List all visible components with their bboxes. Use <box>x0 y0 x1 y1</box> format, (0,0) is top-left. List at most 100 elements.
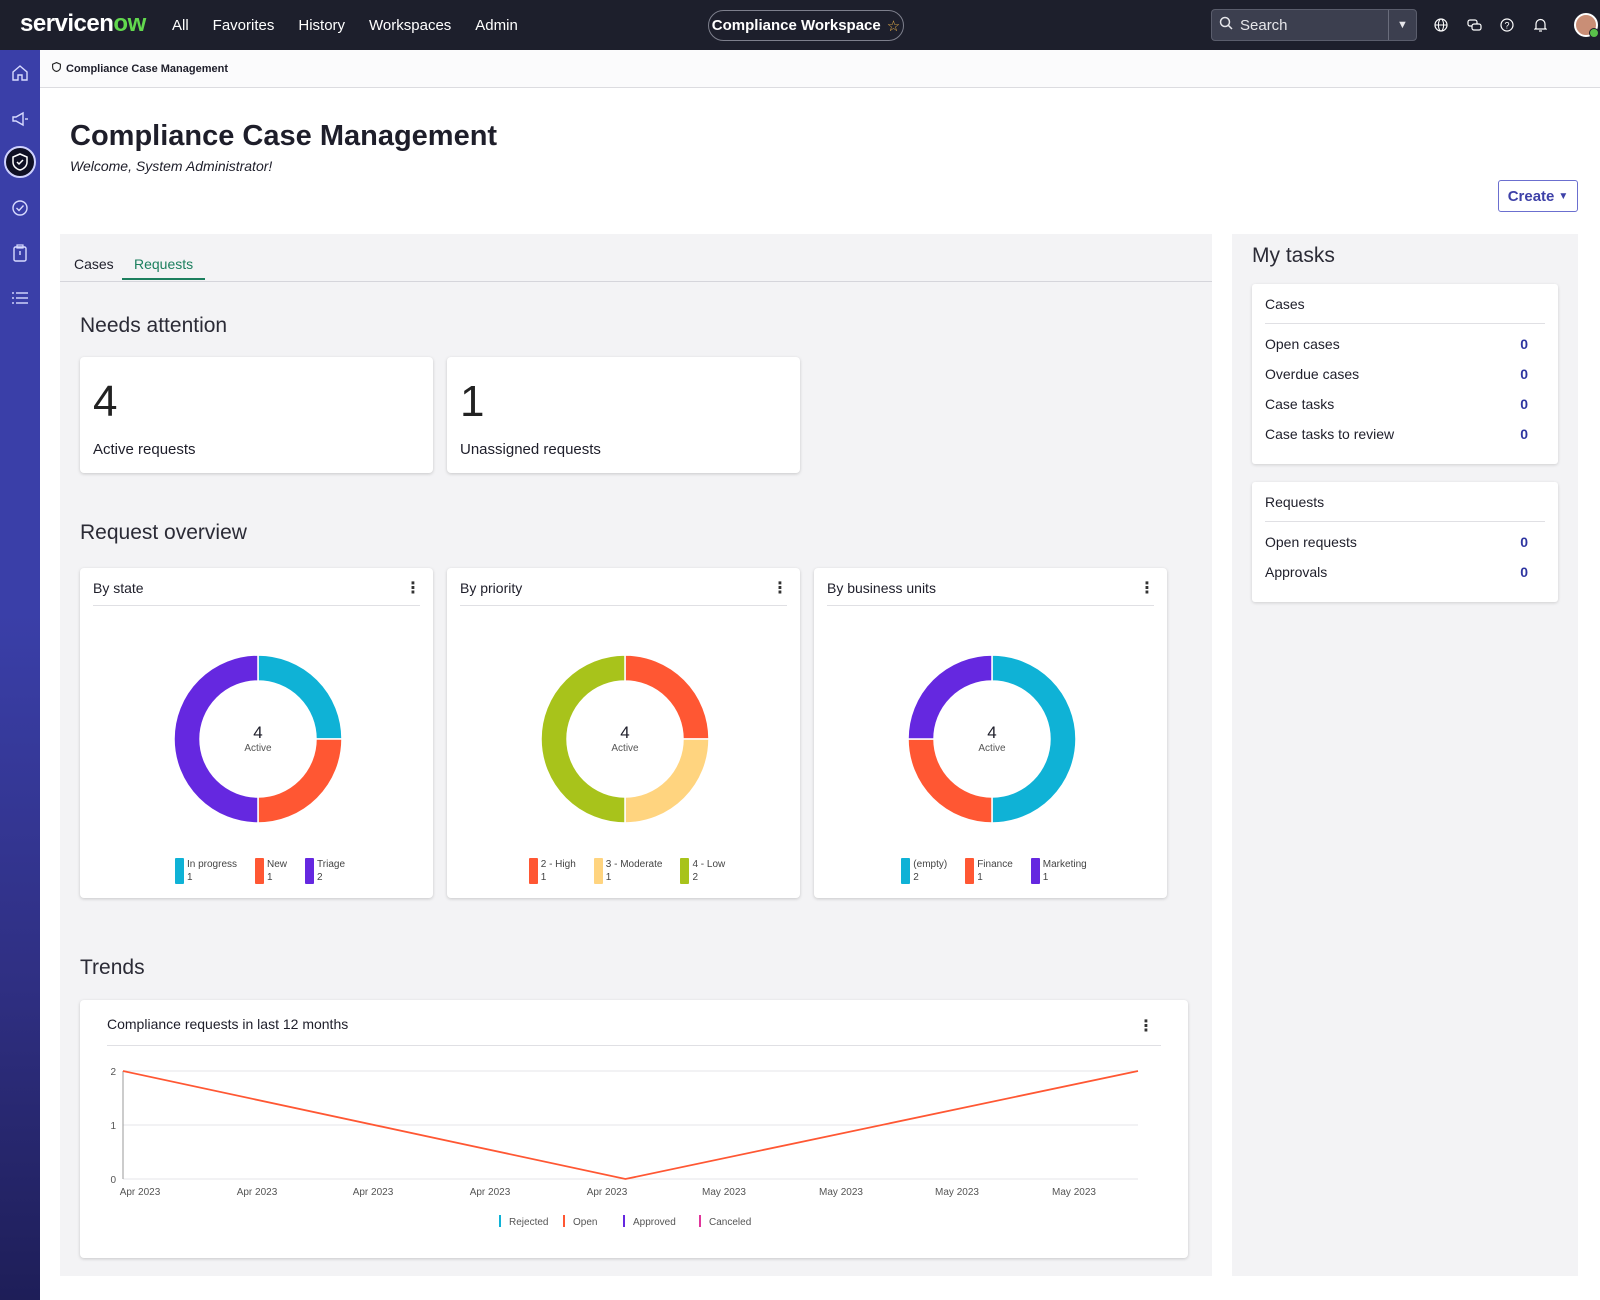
by-state-chart-card: By state ⋮ 4 Active In progress 1 New 1 Tria… <box>80 568 433 898</box>
check-circle-icon[interactable] <box>5 193 35 223</box>
workspace-pill[interactable]: Compliance Workspace ☆ <box>708 10 904 41</box>
kebab-menu-icon[interactable]: ⋮ <box>1138 1018 1154 1035</box>
legend-item[interactable]: In progress 1 <box>174 858 237 884</box>
servicenow-logo[interactable]: servicenow <box>20 10 146 38</box>
bell-icon[interactable] <box>1530 15 1550 35</box>
legend-label[interactable]: Open <box>573 1217 597 1228</box>
legend-item[interactable]: (empty) 2 <box>901 858 947 884</box>
main-panel: Cases Requests Needs attention 4 Active … <box>60 234 1212 1276</box>
megaphone-icon[interactable] <box>5 104 35 134</box>
breadcrumb: Compliance Case Management <box>40 50 1600 88</box>
task-count[interactable]: 0 <box>1520 366 1528 382</box>
task-row[interactable]: Open requests 0 <box>1265 534 1528 554</box>
kebab-menu-icon[interactable]: ⋮ <box>1139 580 1155 597</box>
legend-value: 1 <box>1042 872 1049 883</box>
tab-requests[interactable]: Requests <box>122 256 206 280</box>
legend-item[interactable]: 3 - Moderate 1 <box>593 858 663 884</box>
active-requests-card[interactable]: 4 Active requests <box>80 357 433 473</box>
legend-swatch <box>174 858 184 884</box>
globe-icon[interactable] <box>1431 15 1451 35</box>
legend-item[interactable]: 4 - Low 2 <box>680 858 725 884</box>
request-overview-heading: Request overview <box>80 521 247 544</box>
legend-label: 4 - Low 2 <box>692 858 725 884</box>
y-tick-label: 0 <box>110 1175 116 1186</box>
legend-name: New <box>267 859 288 870</box>
help-icon[interactable]: ? <box>1497 15 1517 35</box>
tasks-requests-card: Requests Open requests 0 Approvals 0 <box>1252 482 1558 602</box>
donut-slice[interactable] <box>907 654 993 740</box>
unassigned-requests-card[interactable]: 1 Unassigned requests <box>447 357 800 473</box>
search-icon <box>1212 16 1240 34</box>
legend-name: 4 - Low <box>692 859 726 870</box>
legend-swatch <box>528 858 538 884</box>
kebab-menu-icon[interactable]: ⋮ <box>772 580 788 597</box>
legend-label: In progress 1 <box>187 858 237 884</box>
nav-all[interactable]: All <box>172 16 189 34</box>
legend-label[interactable]: Canceled <box>709 1217 751 1228</box>
task-count[interactable]: 0 <box>1520 426 1528 442</box>
task-row[interactable]: Case tasks 0 <box>1265 396 1528 416</box>
task-count[interactable]: 0 <box>1520 534 1528 550</box>
legend-item[interactable]: Finance 1 <box>965 858 1013 884</box>
donut-slice[interactable] <box>173 654 259 824</box>
legend-label[interactable]: Rejected <box>509 1217 548 1228</box>
legend-value: 1 <box>267 872 273 883</box>
search-box[interactable]: Search ▼ <box>1211 9 1417 41</box>
legend-item[interactable]: 2 - High 1 <box>528 858 576 884</box>
task-count[interactable]: 0 <box>1520 336 1528 352</box>
task-row[interactable]: Case tasks to review 0 <box>1265 426 1528 446</box>
legend-item[interactable]: Marketing 1 <box>1030 858 1087 884</box>
by-business-units-chart-card: By business units ⋮ 4 Active (empty) 2 Fin… <box>814 568 1167 898</box>
task-count[interactable]: 0 <box>1520 564 1528 580</box>
legend-value: 2 <box>692 872 699 883</box>
my-tasks-heading: My tasks <box>1252 244 1335 267</box>
task-label: Case tasks <box>1265 396 1335 412</box>
chevron-down-icon[interactable]: ▼ <box>1388 10 1416 40</box>
x-tick-label: Apr 2023 <box>587 1187 628 1198</box>
nav-admin[interactable]: Admin <box>475 16 518 34</box>
home-icon[interactable] <box>5 58 35 88</box>
shield-icon <box>52 61 61 75</box>
task-row[interactable]: Overdue cases 0 <box>1265 366 1528 386</box>
tab-cases[interactable]: Cases <box>74 256 114 272</box>
legend-value: 1 <box>605 872 612 883</box>
shield-icon[interactable] <box>4 146 36 178</box>
legend-label: 3 - Moderate 1 <box>606 858 663 884</box>
create-button[interactable]: Create ▼ <box>1498 180 1578 212</box>
legend-label[interactable]: Approved <box>633 1217 676 1228</box>
search-input[interactable]: Search <box>1240 16 1288 34</box>
legend-swatch <box>305 858 315 884</box>
task-row[interactable]: Open cases 0 <box>1265 336 1528 356</box>
legend-swatch <box>255 858 265 884</box>
top-nav-bar: servicenow All Favorites History Workspa… <box>0 0 1600 50</box>
chart-legend: In progress 1 New 1 Triage 2 <box>80 858 440 884</box>
nav-favorites[interactable]: Favorites <box>212 16 275 34</box>
breadcrumb-label[interactable]: Compliance Case Management <box>66 62 228 75</box>
donut-svg <box>907 654 1077 824</box>
nav-workspaces[interactable]: Workspaces <box>369 16 452 34</box>
legend-item[interactable]: New 1 <box>255 858 287 884</box>
svg-text:?: ? <box>1504 21 1509 31</box>
avatar[interactable] <box>1574 13 1599 38</box>
chart-legend: 2 - High 1 3 - Moderate 1 4 - Low 2 <box>447 858 807 884</box>
chat-icon[interactable] <box>1464 15 1484 35</box>
nav-history[interactable]: History <box>298 16 346 34</box>
task-row[interactable]: Approvals 0 <box>1265 564 1528 584</box>
tasks-cases-card: Cases Open cases 0 Overdue cases 0 Case ta… <box>1252 284 1558 464</box>
star-icon[interactable]: ☆ <box>886 17 901 35</box>
y-tick-label: 1 <box>110 1121 116 1132</box>
clipboard-icon[interactable] <box>5 238 35 268</box>
my-tasks-panel: My tasks Cases Open cases 0 Overdue cases… <box>1232 234 1578 1276</box>
legend-item[interactable]: Triage 2 <box>305 858 345 884</box>
list-icon[interactable] <box>5 283 35 313</box>
task-count[interactable]: 0 <box>1520 396 1528 412</box>
task-label: Overdue cases <box>1265 366 1360 382</box>
legend-value: 2 <box>317 872 323 883</box>
donut-slice[interactable] <box>540 654 626 824</box>
donut-slice[interactable] <box>991 654 1077 824</box>
series-line-open[interactable] <box>122 1070 1139 1180</box>
line-chart: 0 1 2 Apr 2023 Apr 2023 Apr 2023 Apr 2023 Apr 2… <box>110 1067 1139 1228</box>
legend-label: Marketing 1 <box>1043 858 1087 884</box>
kebab-menu-icon[interactable]: ⋮ <box>405 580 421 597</box>
donut-svg <box>173 654 343 824</box>
